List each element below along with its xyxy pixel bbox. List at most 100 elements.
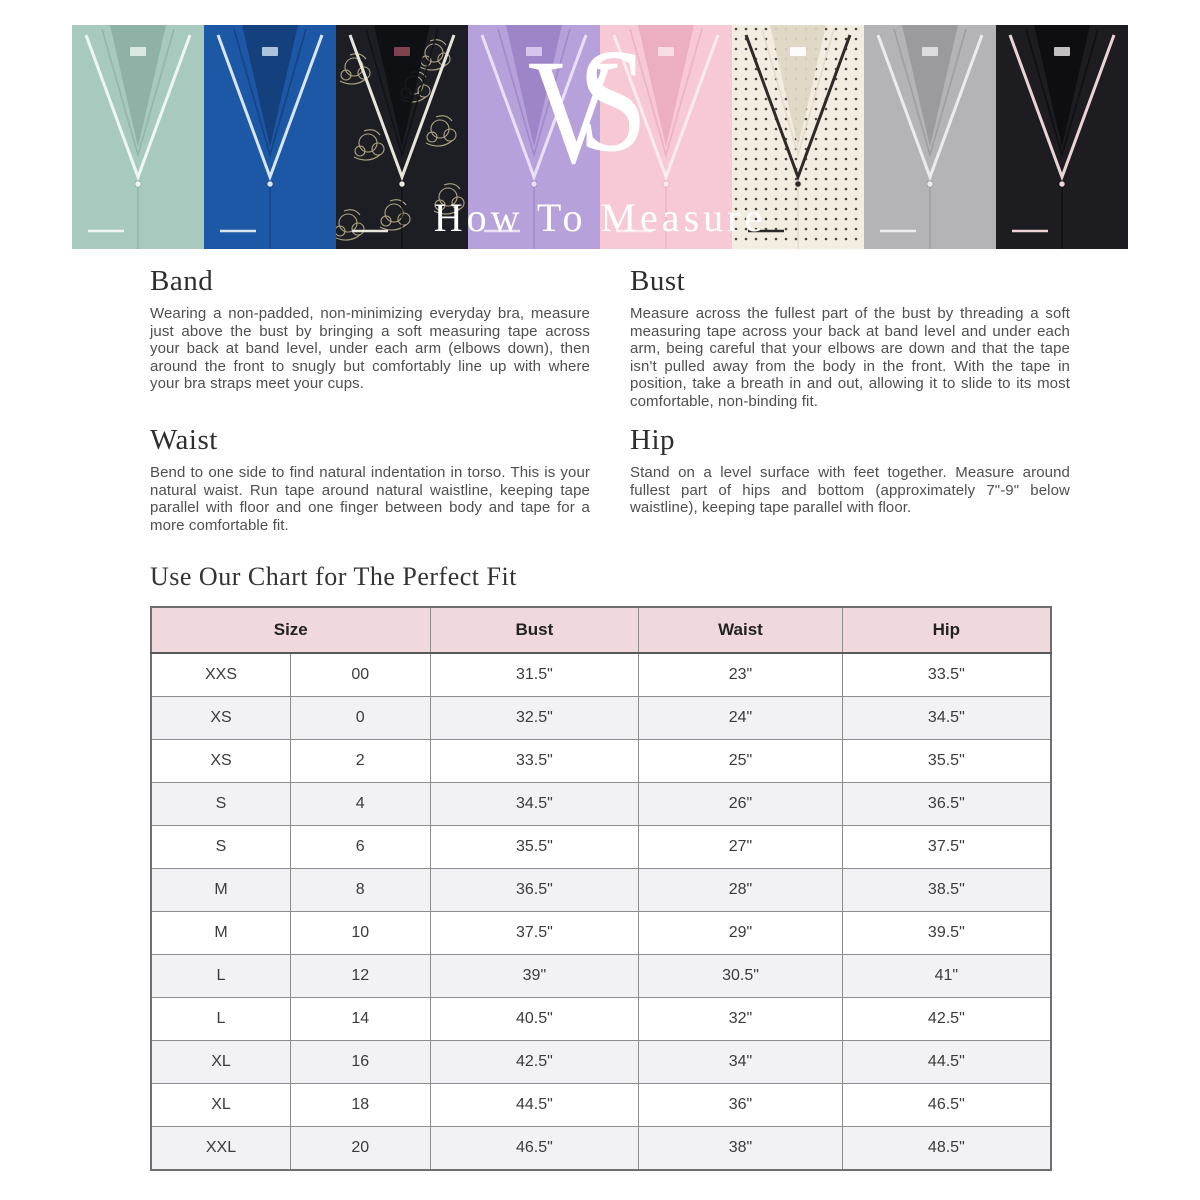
size-cell: 33.5" [841,652,1052,697]
royal-blue-pajama-top [204,25,336,249]
pajama-shirts-row [72,25,1128,249]
size-cell: M [150,868,291,912]
section-hip: Hip Stand on a level surface with feet t… [630,424,1070,534]
polka-dot-pajama-top [732,25,864,249]
size-cell: L [150,997,291,1041]
size-cell: 34" [638,1040,843,1084]
size-cell: 37.5" [841,825,1052,869]
size-cell: 40.5" [429,997,640,1041]
col-header-size: Size [150,606,431,654]
size-cell: 33.5" [429,739,640,783]
size-cell: 34.5" [429,782,640,826]
size-row: M 8 36.5" 28" 38.5" [150,868,1052,912]
size-cell: 46.5" [841,1083,1052,1127]
size-cell: 36.5" [841,782,1052,826]
size-cell: S [150,782,291,826]
size-row: XL 18 44.5" 36" 46.5" [150,1083,1052,1127]
size-cell: 18 [290,1083,431,1127]
size-row: XXS 00 31.5" 23" 33.5" [150,652,1052,697]
size-cell: 36.5" [429,868,640,912]
black-floral-pajama-top [336,25,468,249]
mint-pajama-top [72,25,204,249]
size-chart-table: Size Bust Waist Hip XXS 00 31.5" 23" 33.5" XS… [150,606,1052,1171]
size-cell: 28" [638,868,843,912]
size-cell: XXS [150,652,291,697]
size-cell: 34.5" [841,696,1052,740]
black-pajama-top [996,25,1128,249]
size-cell: 29" [638,911,843,955]
size-cell: 36" [638,1083,843,1127]
size-chart-header-row: Size Bust Waist Hip [150,606,1052,654]
size-cell: 31.5" [429,652,640,697]
size-cell: XXL [150,1126,291,1171]
size-cell: 20 [290,1126,431,1171]
size-cell: 42.5" [429,1040,640,1084]
size-cell: M [150,911,291,955]
size-cell: 25" [638,739,843,783]
size-cell: 46.5" [429,1126,640,1171]
section-band-body: Wearing a non-padded, non-minimizing eve… [150,305,590,392]
size-cell: XS [150,696,291,740]
size-row: L 14 40.5" 32" 42.5" [150,997,1052,1041]
size-row: S 6 35.5" 27" 37.5" [150,825,1052,869]
section-band-title: Band [150,265,214,297]
size-cell: 0 [290,696,431,740]
size-cell: 32" [638,997,843,1041]
size-cell: 12 [290,954,431,998]
section-bust: Bust Measure across the fullest part of … [630,265,1070,410]
section-waist-title: Waist [150,424,218,456]
col-header-waist: Waist [638,606,843,654]
size-cell: 16 [290,1040,431,1084]
size-cell: 24" [638,696,843,740]
size-cell: S [150,825,291,869]
size-cell: 44.5" [429,1083,640,1127]
size-row: XL 16 42.5" 34" 44.5" [150,1040,1052,1084]
section-hip-title: Hip [630,424,675,456]
size-cell: XL [150,1040,291,1084]
size-cell: 30.5" [638,954,843,998]
size-cell: 41" [841,954,1052,998]
size-cell: 32.5" [429,696,640,740]
size-cell: 8 [290,868,431,912]
size-chart-body: XXS 00 31.5" 23" 33.5" XS 0 32.5" 24" 34.5" XS 2 33.… [150,652,1052,1171]
section-waist-body: Bend to one side to find natural indenta… [150,464,590,534]
section-bust-title: Bust [630,265,686,297]
size-cell: 44.5" [841,1040,1052,1084]
size-row: XS 0 32.5" 24" 34.5" [150,696,1052,740]
size-cell: 39" [429,954,640,998]
size-row: XS 2 33.5" 25" 35.5" [150,739,1052,783]
size-cell: 4 [290,782,431,826]
size-row: M 10 37.5" 29" 39.5" [150,911,1052,955]
size-cell: 2 [290,739,431,783]
hero-banner: S V How To Measure [72,25,1128,249]
size-row: L 12 39" 30.5" 41" [150,954,1052,998]
size-cell: 38" [638,1126,843,1171]
size-cell: L [150,954,291,998]
size-cell: 39.5" [841,911,1052,955]
section-bust-body: Measure across the fullest part of the b… [630,305,1070,410]
heather-gray-pajama-top [864,25,996,249]
size-cell: 26" [638,782,843,826]
size-cell: 35.5" [841,739,1052,783]
size-row: S 4 34.5" 26" 36.5" [150,782,1052,826]
size-cell: 14 [290,997,431,1041]
size-cell: 27" [638,825,843,869]
size-row: XXL 20 46.5" 38" 48.5" [150,1126,1052,1171]
pink-pajama-top [600,25,732,249]
size-cell: 48.5" [841,1126,1052,1171]
size-cell: 38.5" [841,868,1052,912]
col-header-bust: Bust [429,606,640,654]
size-cell: 23" [638,652,843,697]
size-chart-heading: Use Our Chart for The Perfect Fit [150,562,517,591]
col-header-hip: Hip [841,606,1052,654]
section-waist: Waist Bend to one side to find natural i… [150,424,590,534]
size-cell: 42.5" [841,997,1052,1041]
size-cell: XS [150,739,291,783]
measure-instructions: Band Wearing a non-padded, non-minimizin… [150,265,1070,534]
size-cell: 35.5" [429,825,640,869]
size-cell: 6 [290,825,431,869]
size-cell: 00 [290,652,431,697]
size-cell: 10 [290,911,431,955]
section-band: Band Wearing a non-padded, non-minimizin… [150,265,590,410]
